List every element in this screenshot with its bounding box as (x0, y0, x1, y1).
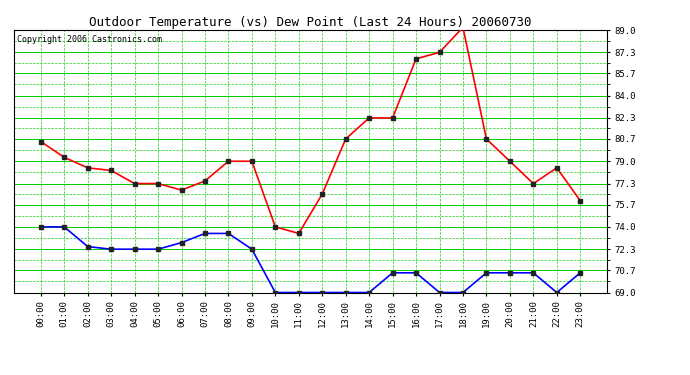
Text: Copyright 2006 Castronics.com: Copyright 2006 Castronics.com (17, 35, 161, 44)
Title: Outdoor Temperature (vs) Dew Point (Last 24 Hours) 20060730: Outdoor Temperature (vs) Dew Point (Last… (89, 16, 532, 29)
